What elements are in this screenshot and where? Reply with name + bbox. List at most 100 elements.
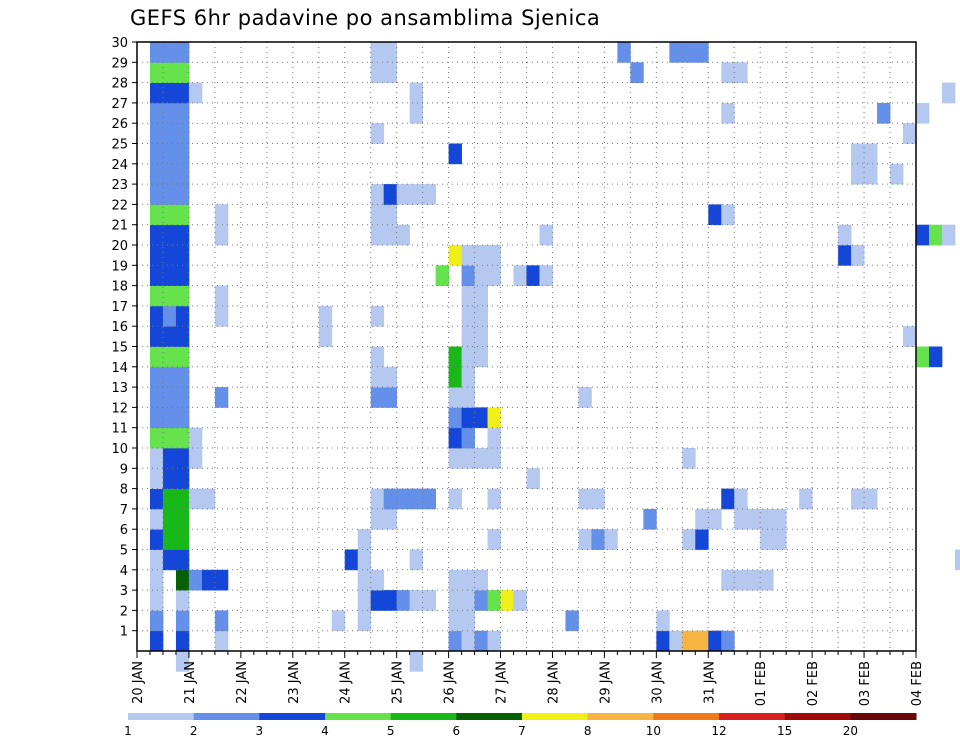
heatmap-cell bbox=[851, 163, 865, 185]
heatmap-cell bbox=[487, 265, 501, 286]
y-tick-label: 27 bbox=[111, 97, 128, 112]
heatmap-cell bbox=[669, 630, 683, 652]
y-tick-label: 28 bbox=[111, 77, 128, 92]
chart-title: GEFS 6hr padavine po ansamblima Sjenica bbox=[130, 6, 601, 30]
heatmap-cell bbox=[760, 569, 774, 591]
heatmap-cell bbox=[149, 508, 164, 530]
heatmap-cell bbox=[357, 590, 372, 611]
heatmap-cell bbox=[734, 62, 748, 83]
heatmap-cell bbox=[422, 488, 437, 510]
heatmap-cell bbox=[461, 305, 475, 327]
heatmap-cell bbox=[357, 610, 372, 632]
heatmap-cell bbox=[162, 62, 177, 83]
color-legend: 1 2 3 4 5 6 7 8 10 12 15 20 bbox=[124, 713, 917, 738]
heatmap-cell bbox=[448, 569, 462, 591]
heatmap-cell bbox=[734, 569, 748, 591]
heatmap-cell bbox=[162, 346, 177, 368]
heatmap-cell bbox=[370, 123, 385, 144]
heatmap-cell bbox=[526, 265, 540, 286]
heatmap-cell bbox=[175, 245, 190, 266]
heatmap-cell bbox=[175, 529, 190, 550]
heatmap-cell bbox=[422, 184, 437, 205]
heatmap-cell bbox=[409, 184, 424, 205]
heatmap-cell bbox=[370, 569, 385, 591]
heatmap-cell bbox=[214, 285, 229, 307]
heatmap-cell bbox=[461, 630, 475, 652]
x-tick-label: 21 JAN bbox=[183, 661, 198, 704]
heatmap-cell bbox=[435, 265, 449, 286]
heatmap-cell bbox=[941, 224, 956, 246]
y-tick-label: 24 bbox=[111, 158, 128, 173]
heatmap-cell bbox=[578, 387, 592, 408]
heatmap-cell bbox=[643, 508, 657, 530]
heatmap-cell bbox=[162, 427, 177, 449]
x-tick-label: 28 JAN bbox=[546, 661, 561, 704]
heatmap-cell bbox=[175, 590, 190, 611]
heatmap-cell bbox=[916, 346, 930, 368]
legend-label: 3 bbox=[256, 724, 264, 738]
heatmap-cell bbox=[461, 569, 475, 591]
legend-label: 15 bbox=[777, 724, 792, 738]
heatmap-cell bbox=[760, 508, 774, 530]
heatmap-cell bbox=[448, 346, 462, 368]
legend-swatch bbox=[653, 713, 720, 720]
heatmap-cell bbox=[461, 387, 475, 408]
legend-swatch bbox=[193, 713, 260, 720]
legend-label: 10 bbox=[646, 724, 661, 738]
legend-swatch bbox=[719, 713, 786, 720]
y-tick-label: 1 bbox=[120, 625, 128, 640]
heatmap-cell bbox=[149, 407, 164, 429]
heatmap-cell bbox=[461, 245, 475, 266]
heatmap-cell bbox=[175, 366, 190, 388]
heatmap-cell bbox=[149, 204, 164, 226]
heatmap-cell bbox=[474, 569, 488, 591]
heatmap-cell bbox=[201, 569, 216, 591]
heatmap-cell bbox=[162, 407, 177, 429]
y-tick-label: 15 bbox=[111, 341, 128, 356]
legend-label: 4 bbox=[321, 724, 329, 738]
heatmap-cell bbox=[175, 143, 190, 165]
heatmap-cell bbox=[149, 569, 164, 591]
heatmap-cell bbox=[162, 326, 177, 347]
heatmap-cell bbox=[214, 610, 229, 632]
heatmap-cell bbox=[162, 42, 177, 63]
heatmap-cell bbox=[162, 163, 177, 185]
heatmap-cell bbox=[695, 630, 709, 652]
heatmap-cell bbox=[188, 82, 203, 104]
y-tick-label: 6 bbox=[120, 523, 128, 538]
heatmap-cell bbox=[149, 163, 164, 185]
legend-swatch bbox=[587, 713, 654, 720]
heatmap-cell bbox=[487, 427, 501, 449]
heatmap-cell bbox=[448, 407, 462, 429]
heatmap-cell bbox=[474, 590, 488, 611]
heatmap-cell bbox=[396, 488, 411, 510]
y-tick-label: 17 bbox=[111, 300, 128, 315]
heatmap-cell bbox=[409, 590, 424, 611]
heatmap-cell bbox=[370, 62, 385, 83]
legend-swatch bbox=[456, 713, 523, 720]
heatmap-cell bbox=[487, 245, 501, 266]
heatmap-cell bbox=[383, 508, 398, 530]
heatmap-cell bbox=[461, 610, 475, 632]
heatmap-cell bbox=[656, 610, 670, 632]
heatmap-cell bbox=[370, 366, 385, 388]
heatmap-cell bbox=[851, 488, 865, 510]
heatmap-cell bbox=[214, 387, 229, 408]
heatmap-cell bbox=[162, 468, 177, 489]
heatmap-cell bbox=[175, 102, 190, 124]
heatmap-cell bbox=[162, 102, 177, 124]
heatmap-cell bbox=[513, 265, 527, 286]
heatmap-cell bbox=[578, 529, 592, 550]
heatmap-cell bbox=[461, 265, 475, 286]
y-tick-label: 12 bbox=[111, 401, 128, 416]
x-tick-label: 31 JAN bbox=[702, 661, 717, 704]
heatmap-cell bbox=[734, 508, 748, 530]
heatmap-cell bbox=[175, 326, 190, 347]
heatmap-cell bbox=[162, 366, 177, 388]
heatmap-cell bbox=[383, 204, 398, 226]
heatmap-cell bbox=[928, 346, 943, 368]
y-tick-label: 30 bbox=[111, 36, 128, 51]
heatmap-cell bbox=[903, 326, 917, 347]
heatmap-cell bbox=[578, 488, 592, 510]
heatmap-cell bbox=[565, 610, 579, 632]
